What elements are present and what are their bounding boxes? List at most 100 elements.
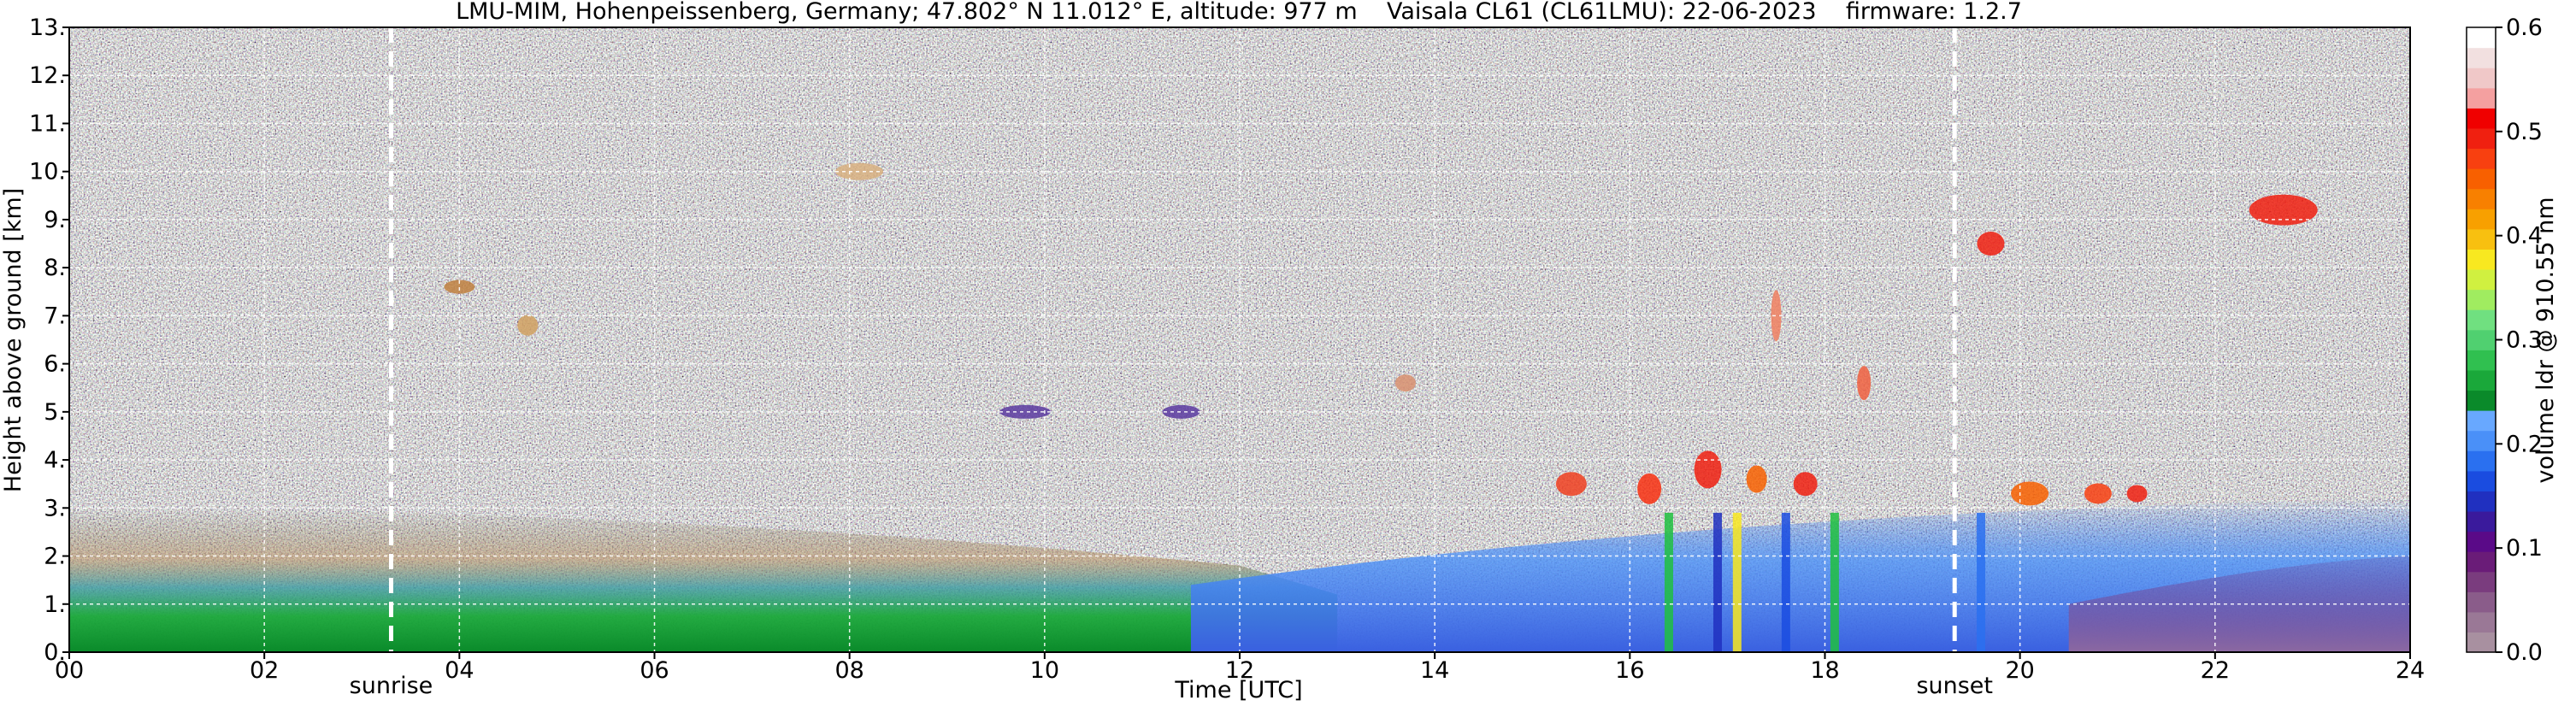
signal-feature	[1394, 374, 1416, 392]
signal-feature	[1771, 290, 1782, 342]
y-tick-label: 7.	[44, 303, 66, 329]
colorbar-swatch	[2467, 329, 2496, 350]
y-tick-label: 2.	[44, 544, 66, 570]
plot-area	[69, 27, 2410, 652]
colorbar-swatch	[2467, 127, 2496, 150]
precip-streak	[1830, 512, 1839, 652]
x-tick-label: 08	[834, 657, 864, 684]
signal-feature	[2011, 481, 2049, 506]
colorbar-swatch	[2467, 390, 2496, 411]
colorbar-swatch	[2467, 410, 2496, 432]
annotation-label-sunset: sunset	[1916, 673, 1993, 699]
colorbar-swatch	[2467, 148, 2496, 169]
precip-streak	[1713, 512, 1723, 652]
chart-title: LMU-MIM, Hohenpeissenberg, Germany; 47.8…	[456, 0, 2022, 25]
colorbar-swatch	[2467, 531, 2496, 552]
colorbar-swatch	[2467, 591, 2496, 613]
y-tick-label: 4.	[44, 447, 66, 474]
x-tick-label: 24	[2396, 657, 2425, 684]
colorbar-swatch	[2467, 188, 2496, 209]
x-tick-label: 10	[1030, 657, 1059, 684]
signal-feature	[1162, 404, 1200, 419]
colorbar-swatch	[2467, 369, 2496, 391]
y-tick-label: 0.	[44, 639, 66, 666]
signal-feature	[1793, 472, 1818, 497]
precip-streak	[1732, 512, 1742, 652]
colorbar-swatch	[2467, 209, 2496, 230]
colorbar-swatch	[2467, 47, 2496, 68]
colorbar-tick-label: 0.0	[2506, 639, 2543, 666]
colorbar-swatch	[2467, 632, 2496, 653]
colorbar-swatch	[2467, 571, 2496, 592]
precip-streak	[1664, 512, 1673, 652]
colorbar-swatch	[2467, 309, 2496, 331]
colorbar-swatch	[2467, 491, 2496, 512]
y-axis-label: Height above ground [km]	[0, 188, 27, 492]
colorbar-swatch	[2467, 510, 2496, 532]
colorbar: 0.0 0.1 0.2 0.3 0.4 0.5 0.6	[2466, 15, 2543, 666]
colorbar-swatch	[2467, 27, 2496, 49]
colorbar-swatch	[2467, 268, 2496, 291]
x-axis-label: Time [UTC]	[1174, 677, 1302, 703]
signal-feature	[517, 315, 539, 336]
x-tick-label: 20	[2005, 657, 2034, 684]
signal-feature	[1857, 366, 1872, 401]
signal-feature	[2084, 483, 2112, 504]
y-tick-label: 12.	[29, 62, 66, 89]
colorbar-swatch	[2467, 289, 2496, 310]
colorbar-tick-label: 0.6	[2506, 15, 2543, 41]
x-tick-label: 16	[1615, 657, 1644, 684]
signal-feature	[835, 162, 884, 180]
signal-feature	[1694, 450, 1722, 489]
colorbar-swatch	[2467, 350, 2496, 371]
y-tick-label: 9.	[44, 207, 66, 233]
signal-feature	[444, 279, 475, 294]
colorbar-label: volume ldr @ 910.55 nm	[2532, 197, 2559, 484]
y-tick-label: 6.	[44, 351, 66, 378]
y-tick-label: 13.	[29, 15, 66, 41]
signal-feature	[1977, 232, 2005, 256]
y-axis: 0. 1. 2. 3. 4. 5. 6. 7. 8. 9. 10. 11. 12. 13.	[29, 15, 69, 666]
y-tick-label: 8.	[44, 255, 66, 281]
boundary-layer-band	[69, 508, 1338, 652]
colorbar-swatch	[2467, 450, 2496, 472]
colorbar-swatch	[2467, 249, 2496, 270]
y-tick-label: 5.	[44, 399, 66, 426]
signal-feature	[2126, 485, 2148, 503]
colorbar-swatch	[2467, 87, 2496, 109]
sun-markers: sunrise sunset	[350, 27, 1993, 699]
colorbar-tick-label: 0.5	[2506, 119, 2543, 145]
colorbar-swatch	[2467, 228, 2496, 250]
precip-streak	[1781, 512, 1790, 652]
colorbar-tick-label: 0.4	[2506, 223, 2543, 250]
grid	[69, 27, 2410, 652]
colorbar-tick-label: 0.3	[2506, 327, 2543, 354]
colorbar-swatch	[2467, 470, 2496, 491]
colorbar-tick-label: 0.2	[2506, 431, 2543, 457]
signal-feature	[1637, 473, 1662, 504]
x-tick-label: 04	[445, 657, 474, 684]
y-tick-label: 11.	[29, 110, 66, 137]
x-tick-label: 12	[1225, 657, 1254, 684]
x-tick-label: 00	[55, 657, 84, 684]
colorbar-swatch	[2467, 108, 2496, 129]
y-tick-label: 1.	[44, 591, 66, 618]
annotation-label-sunrise: sunrise	[350, 673, 433, 699]
x-tick-label: 14	[1420, 657, 1449, 684]
x-tick-label: 06	[640, 657, 669, 684]
x-tick-label: 02	[250, 657, 279, 684]
colorbar-swatch	[2467, 430, 2496, 451]
signal-feature	[1746, 465, 1767, 493]
x-axis: 00 02 04 06 08 10 12 14 16 18 20 22 24	[55, 652, 2425, 684]
colorbar-tick-label: 0.1	[2506, 535, 2543, 562]
x-tick-label: 18	[1810, 657, 1839, 684]
colorbar-swatch	[2467, 68, 2496, 89]
colorbar-swatch	[2467, 551, 2496, 573]
y-tick-label: 10.	[29, 159, 66, 185]
signal-feature	[999, 404, 1052, 419]
y-tick-label: 3.	[44, 495, 66, 521]
precip-streak	[1977, 512, 1986, 652]
signal-feature	[2249, 194, 2318, 226]
colorbar-swatch	[2467, 168, 2496, 190]
